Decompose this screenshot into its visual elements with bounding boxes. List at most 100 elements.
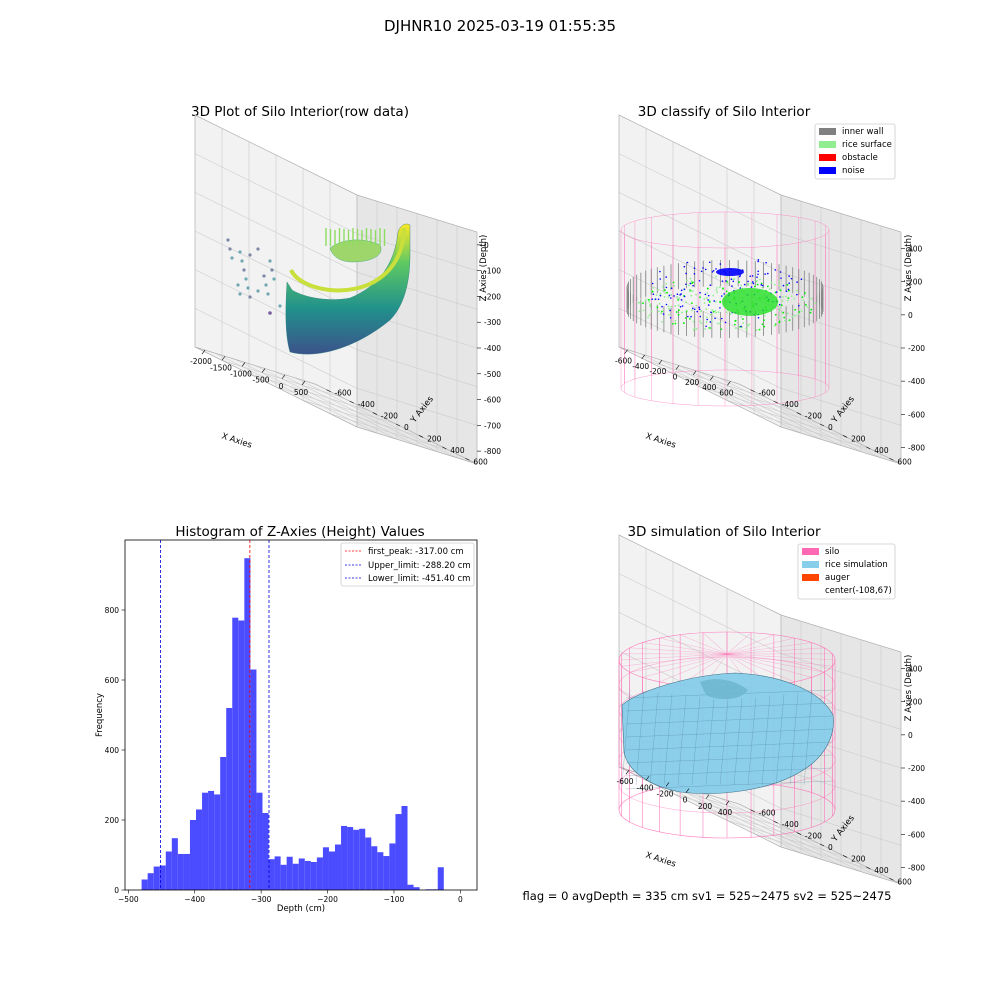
legend-label-upper-limit: Upper_limit: -288.20 cm <box>368 561 471 571</box>
classify-noise-point <box>699 291 701 294</box>
simulation-panel-title: 3D simulation of Silo Interior <box>627 524 821 540</box>
histogram-bar <box>292 863 299 890</box>
classify-y-tick-label: 600 <box>897 457 912 466</box>
classify-rice-point <box>760 282 763 285</box>
histogram-bar <box>202 792 209 890</box>
raw-point <box>278 304 282 308</box>
classify-noise-point <box>659 294 662 297</box>
classify-y-tick-label: 0 <box>828 423 833 432</box>
classify-rice-point <box>786 283 789 286</box>
simulation-y-tick-mark <box>866 866 871 870</box>
histogram-bar <box>159 865 166 890</box>
simulation-y-tick-label: 600 <box>897 877 912 886</box>
legend-swatch-obstacle <box>819 154 836 161</box>
classify-noise-point <box>715 268 717 270</box>
simulation-silo-roof-wire <box>702 632 728 655</box>
legend-label-noise: noise <box>842 166 865 176</box>
classify-rice-point <box>720 328 723 331</box>
classify-noise-point <box>782 284 785 287</box>
classify-rice-point <box>638 310 641 313</box>
classify-noise-point <box>788 275 790 277</box>
histogram-bar <box>353 829 360 890</box>
classify-noise-point <box>740 325 742 328</box>
classify-noise-point <box>673 295 675 297</box>
raw-grid-line <box>356 233 478 271</box>
classify-noise-point <box>696 310 699 313</box>
histogram-bar <box>298 858 305 890</box>
raw-x-axis-label: X Axies <box>220 431 253 450</box>
simulation-x-tick-mark <box>705 794 710 799</box>
classify-noise-point <box>756 276 758 279</box>
raw-z-tick-label: -500 <box>484 370 501 379</box>
classify-noise-point <box>779 296 781 298</box>
simulation-silo-roof-wire <box>618 653 728 661</box>
classify-z-tick-label: -400 <box>908 377 925 386</box>
classify-rice-point <box>747 282 750 285</box>
histogram-bar <box>274 856 281 890</box>
raw-y-tick-mark <box>372 412 377 415</box>
classify-rice-point <box>642 309 645 312</box>
simulation-mesh-line <box>719 699 729 786</box>
classify-noise-point <box>747 280 749 283</box>
histogram-bar <box>286 856 293 890</box>
histogram-bar <box>171 838 178 890</box>
classify-rice-point <box>778 320 781 323</box>
classify-noise-point <box>662 313 665 315</box>
raw-y-tick-mark <box>465 458 470 461</box>
raw-y-tick-mark <box>442 446 447 450</box>
classify-noise-point <box>707 294 710 297</box>
raw-point <box>268 259 272 263</box>
histogram-bar <box>341 825 348 890</box>
simulation-silo-roof-wire <box>726 642 812 655</box>
classify-noise-point <box>766 272 769 275</box>
classify-noise-point <box>704 268 707 271</box>
raw-wall-rim <box>289 227 406 293</box>
raw-y-tick-mark <box>326 389 331 392</box>
classify-rice-point <box>709 327 711 329</box>
classify-rice-point <box>674 305 677 307</box>
simulation-mesh-line <box>625 741 833 751</box>
simulation-status-line: flag = 0 avgDepth = 335 cm sv1 = 525~247… <box>523 889 892 903</box>
classify-x-tick-label: 0 <box>673 373 678 382</box>
classify-rice-point <box>783 316 786 319</box>
raw-point <box>238 250 242 254</box>
classify-rice-point <box>660 312 663 315</box>
classify-noise-point <box>720 295 723 297</box>
simulation-y-tick-mark <box>796 832 801 835</box>
histogram-bar <box>413 887 420 890</box>
classify-noise-point <box>698 308 701 311</box>
classify-noise-point <box>712 269 715 272</box>
simulation-x-axis-label: X Axies <box>644 850 677 869</box>
classify-y-tick-mark <box>773 400 778 404</box>
classify-rice-point <box>667 296 670 299</box>
classify-rice-point <box>778 309 781 312</box>
classify-noise-point <box>692 307 694 310</box>
raw-x-tick-mark <box>221 356 226 361</box>
classify-rice-point <box>733 277 736 280</box>
simulation-mesh-line <box>733 698 743 786</box>
classify-rice-point <box>648 301 651 303</box>
raw-z-tick-label: 0 <box>484 241 489 250</box>
raw-y-tick-label: 600 <box>473 457 488 466</box>
histogram-x-axis-label: Depth (cm) <box>277 904 325 914</box>
histogram-legend: first_peak: -317.00 cm Upper_limit: -288… <box>340 542 475 587</box>
classify-noise-point <box>757 259 760 261</box>
classify-noise-point <box>698 306 700 309</box>
classify-y-tick-mark <box>819 423 825 427</box>
classify-rice-point <box>655 294 658 297</box>
legend-label-silo: silo <box>825 547 839 557</box>
raw-x-tick-mark <box>301 380 306 386</box>
simulation-z-tick-label: 0 <box>908 731 913 740</box>
classify-rice-point <box>657 288 659 291</box>
raw-x-tick-mark <box>201 349 206 355</box>
simulation-mesh-line <box>747 696 757 786</box>
classify-rice-point <box>691 282 693 285</box>
classify-noise-point <box>670 297 672 299</box>
classify-noise-point <box>685 272 687 275</box>
classify-rice-point <box>639 301 641 304</box>
raw-x-tick-label: -2000 <box>190 357 212 366</box>
classify-rice-point <box>782 311 785 314</box>
raw-y-tick-label: -200 <box>381 412 398 421</box>
classify-rice-point <box>781 299 784 302</box>
histogram-bar <box>371 846 378 890</box>
